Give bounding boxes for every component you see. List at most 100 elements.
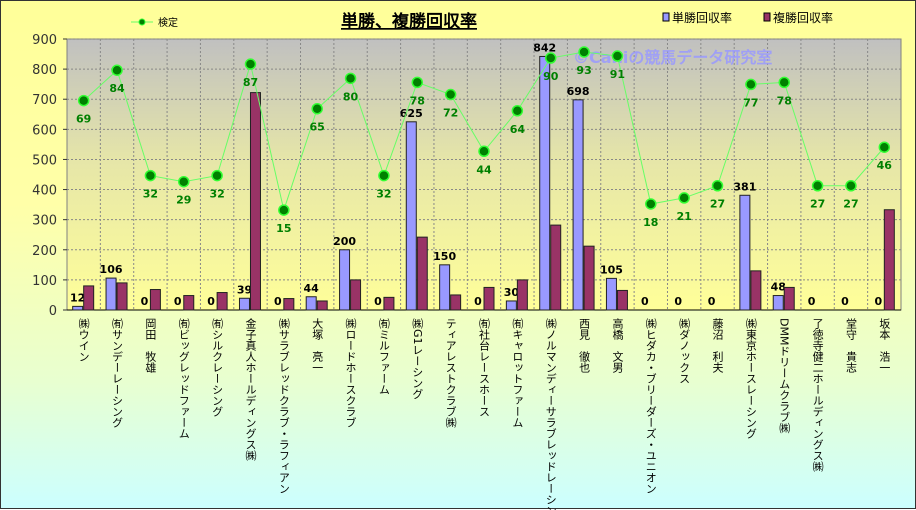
legend-line-marker <box>138 18 146 26</box>
bar-place <box>883 209 895 311</box>
data-label-line: 87 <box>243 76 258 89</box>
bar-place <box>516 279 528 311</box>
x-tick-label: ㈲シルクレーシング <box>211 318 224 417</box>
line-marker <box>678 192 690 204</box>
legend-place-swatch <box>763 12 771 22</box>
x-tick-label: ティアレストクラブ㈱ <box>444 318 457 428</box>
data-label-line: 27 <box>710 198 725 211</box>
bar-win <box>305 296 317 311</box>
line-marker <box>878 141 891 153</box>
bar-place <box>183 295 195 311</box>
line-marker <box>444 88 457 101</box>
y-tick-label: 100 <box>32 274 57 289</box>
line-marker <box>378 169 390 182</box>
data-label-line: 18 <box>643 216 658 229</box>
bar-place <box>216 292 228 311</box>
data-label-line: 32 <box>376 188 391 201</box>
line-marker <box>578 46 590 58</box>
y-tick-label: 300 <box>32 214 57 229</box>
watermark: ©Caniの競馬データ研究室 <box>573 48 772 67</box>
data-label-win: 0 <box>641 295 649 308</box>
x-tick-label: DMMドリームクラブ㈱ <box>778 318 791 433</box>
x-tick-label: ㈲社台レースホース <box>478 318 491 417</box>
legend-line-label: 検定 <box>158 16 178 29</box>
x-tick-label: ㈱サラブレッドクラブ・ラフィアン <box>277 318 290 494</box>
data-label-line: 65 <box>310 121 325 134</box>
line-marker <box>344 72 357 85</box>
data-label-win: 150 <box>433 250 456 263</box>
data-label-win: 0 <box>274 295 282 308</box>
x-tick-label: 金子真人ホールディングス㈱ <box>244 317 257 461</box>
line-marker <box>645 198 657 210</box>
bar-win <box>439 264 451 311</box>
data-label-win: 200 <box>333 235 356 248</box>
line-marker <box>611 50 624 62</box>
data-label-line: 27 <box>843 198 858 211</box>
bar-win <box>405 121 417 311</box>
data-label-line: 78 <box>777 94 792 107</box>
bar-place <box>383 296 395 311</box>
line-marker <box>711 179 724 192</box>
line-marker <box>144 169 157 182</box>
data-label-win: 30 <box>504 286 520 299</box>
bar-place <box>316 300 328 311</box>
x-tick-label: 西見 徹也 <box>578 318 591 373</box>
bar-win <box>72 305 84 311</box>
bar-win <box>505 300 517 311</box>
data-label-line: 44 <box>476 163 492 176</box>
x-tick-label: ㈲サンデーレーシング <box>111 318 124 428</box>
data-label-line: 27 <box>810 198 825 211</box>
bar-place <box>750 270 762 311</box>
data-label-win: 0 <box>808 295 816 308</box>
bar-place <box>283 298 295 311</box>
data-label-win: 698 <box>567 85 590 98</box>
data-label-line: 32 <box>143 188 158 201</box>
bar-win <box>572 99 584 311</box>
data-label-line: 32 <box>209 188 224 201</box>
line-marker <box>211 169 223 182</box>
bar-win <box>105 277 117 311</box>
bar-win <box>605 277 617 311</box>
data-label-line: 90 <box>543 70 559 83</box>
line-marker <box>811 179 824 192</box>
x-tick-label: 坂本 浩一 <box>878 318 891 373</box>
line-marker <box>478 145 490 158</box>
data-label-line: 46 <box>877 159 893 172</box>
line-marker <box>745 78 757 91</box>
x-tick-label: ㈲ビッグレッドファーム <box>177 318 190 439</box>
bar-place <box>83 285 95 311</box>
data-label-win: 0 <box>674 295 682 308</box>
data-label-win: 48 <box>771 281 786 294</box>
bar-win <box>772 295 784 311</box>
line-marker <box>178 175 190 188</box>
data-label-win: 0 <box>874 295 882 308</box>
bar-place <box>416 236 428 311</box>
x-tick-label: ㈲ミルファーム <box>377 318 390 395</box>
data-label-win: 842 <box>533 41 556 54</box>
data-label-line: 78 <box>410 94 425 107</box>
y-tick-label: 0 <box>49 304 57 319</box>
bar-place <box>616 289 628 311</box>
x-tick-label: ㈱ウイン <box>77 318 90 362</box>
x-tick-label: 高橋 文男 <box>611 317 624 374</box>
data-label-win: 0 <box>708 295 716 308</box>
bar-win <box>539 55 551 311</box>
line-marker <box>411 76 424 89</box>
legend-win-label: 単勝回収率 <box>672 10 732 25</box>
data-label-line: 72 <box>443 107 458 120</box>
y-tick-label: 200 <box>32 244 57 259</box>
x-tick-label: ㈲キャロットファーム <box>511 318 524 428</box>
data-label-win: 0 <box>174 295 182 308</box>
line-marker <box>244 58 257 70</box>
x-tick-label: ㈱ノルマンディーサラブレッドレーシング <box>544 318 557 510</box>
y-tick-label: 500 <box>32 153 57 168</box>
x-tick-label: 了徳寺健二ホールディングス㈱ <box>811 318 824 472</box>
y-tick-label: 600 <box>32 123 57 138</box>
data-label-win: 0 <box>474 295 482 308</box>
legend-win-swatch <box>662 12 670 22</box>
y-tick-label: 900 <box>32 33 57 48</box>
bar-place <box>116 282 128 311</box>
y-tick-label: 800 <box>32 63 57 78</box>
